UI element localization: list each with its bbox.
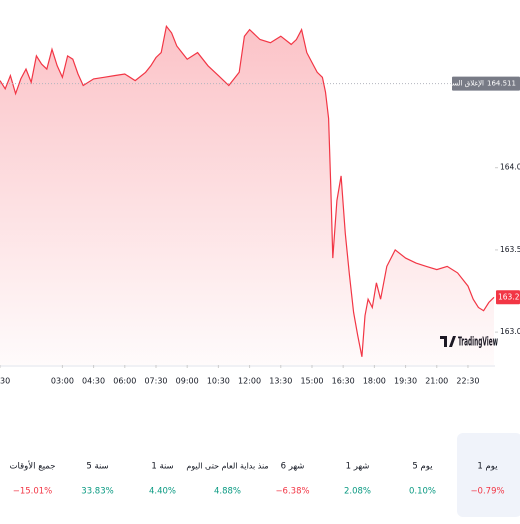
line: [0, 24, 495, 357]
period-card[interactable]: 5 سنة 33.83%: [81, 462, 113, 497]
period-label: 1 شهر: [346, 462, 370, 472]
x-tick-label: 30: [0, 377, 10, 386]
y-tick-label: 164.000: [500, 163, 520, 172]
period-card[interactable]: جميع الأوقات −15.01%: [10, 461, 56, 497]
x-tick-label: 19:30: [394, 377, 417, 386]
period-card[interactable]: 1 شهر 2.08%: [344, 462, 371, 497]
period-label: 1 يوم: [477, 462, 498, 472]
period-change: 0.10%: [409, 487, 436, 497]
x-tick-label: 15:00: [300, 377, 323, 386]
x-tick-label: 12:00: [238, 377, 261, 386]
period-card[interactable]: منذ بداية العام حتى اليوم 4.88%: [186, 462, 268, 497]
period-change: −6.38%: [275, 487, 309, 497]
x-tick-label: 13:30: [269, 377, 292, 386]
last-price-tag: [496, 290, 520, 305]
y-tick-label: 163.000: [500, 327, 520, 336]
period-card[interactable]: 1 سنة 4.40%: [149, 462, 176, 497]
x-tick-label: 04:30: [82, 377, 105, 386]
period-change: −0.79%: [470, 487, 504, 497]
period-card[interactable]: 5 يوم 0.10%: [409, 462, 436, 497]
period-change: 4.88%: [214, 487, 241, 497]
period-label: 5 يوم: [412, 462, 433, 472]
x-tick-label: 10:30: [207, 377, 230, 386]
period-label: 1 سنة: [151, 462, 173, 472]
x-tick-label: 07:30: [144, 377, 167, 386]
period-change: 4.40%: [149, 487, 176, 497]
period-selected-bg: [457, 433, 520, 517]
period-label: منذ بداية العام حتى اليوم: [186, 462, 268, 471]
y-tick-label: 163.500: [500, 245, 520, 254]
area: [0, 26, 494, 366]
x-tick-label: 22:30: [456, 377, 479, 386]
period-change: 2.08%: [344, 487, 371, 497]
previous-close-label: الإغلاق السابق: [442, 80, 484, 88]
previous-close-tag: [452, 76, 520, 91]
x-tick-label: 21:00: [425, 377, 448, 386]
previous-close-value: 164.511: [487, 80, 516, 88]
period-card[interactable]: 6 شهر −6.38%: [275, 462, 309, 497]
x-tick-label: 18:00: [363, 377, 386, 386]
x-tick-label: 16:30: [332, 377, 355, 386]
period-card[interactable]: 1 يوم −0.79%: [457, 433, 520, 517]
period-change: −15.01%: [13, 487, 53, 497]
period-label: 5 سنة: [86, 462, 108, 472]
period-change: 33.83%: [81, 487, 113, 497]
period-label: جميع الأوقات: [10, 461, 56, 472]
x-tick-label: 09:00: [176, 377, 199, 386]
x-tick-label: 06:00: [113, 377, 136, 386]
period-label: 6 شهر: [281, 462, 305, 472]
x-tick-label: 03:00: [51, 377, 74, 386]
last-price-label: 163.212: [498, 292, 520, 301]
